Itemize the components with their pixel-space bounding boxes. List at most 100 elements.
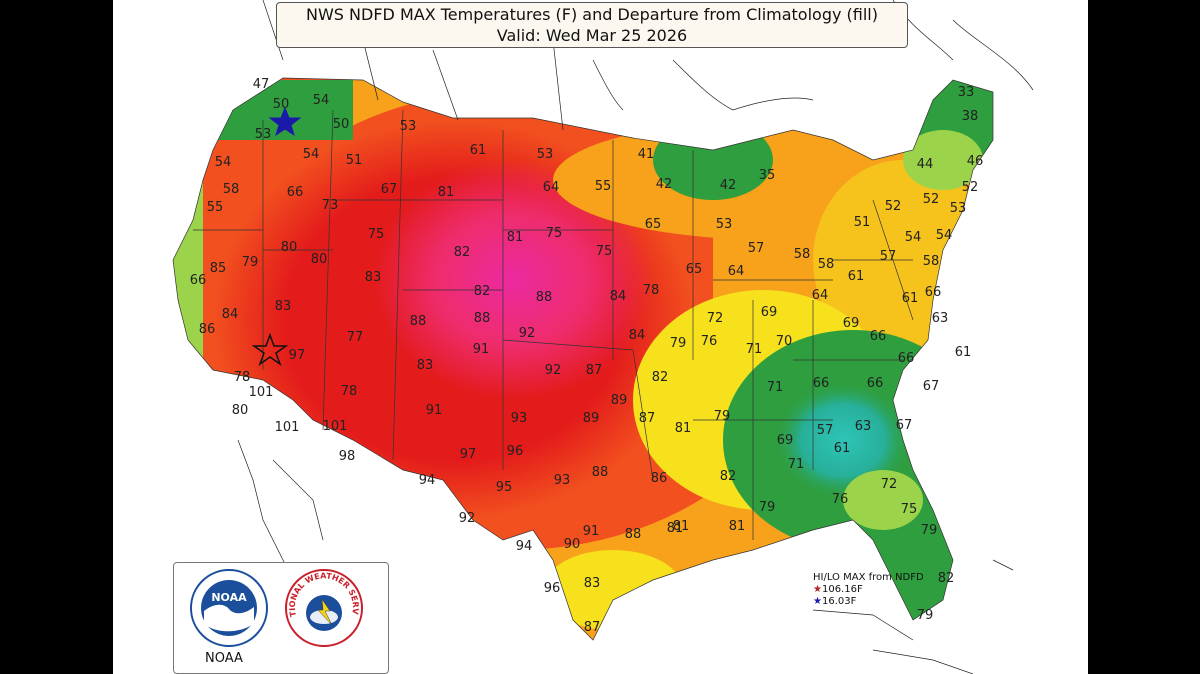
temperature-label: 97 bbox=[289, 348, 306, 363]
temperature-label: 66 bbox=[870, 329, 887, 344]
temperature-label: 51 bbox=[854, 215, 871, 230]
temperature-label: 90 bbox=[564, 537, 581, 552]
temperature-label: 52 bbox=[885, 199, 902, 214]
title-line-2: Valid: Wed Mar 25 2026 bbox=[496, 26, 688, 45]
temperature-label: 80 bbox=[232, 403, 249, 418]
temperature-label: 61 bbox=[902, 291, 919, 306]
temperature-label: 33 bbox=[958, 85, 975, 100]
temperature-label: 42 bbox=[720, 178, 737, 193]
legend-low-row: ★16.03F bbox=[813, 596, 933, 608]
temperature-label: 75 bbox=[596, 244, 613, 259]
temperature-label: 53 bbox=[716, 217, 733, 232]
legend-high-value: 106.16F bbox=[821, 584, 863, 595]
temperature-label: 76 bbox=[832, 492, 849, 507]
temperature-label: 64 bbox=[728, 264, 745, 279]
temperature-label: 84 bbox=[222, 307, 239, 322]
temperature-label: 54 bbox=[905, 230, 922, 245]
temperature-label: 93 bbox=[554, 473, 571, 488]
temperature-label: 92 bbox=[519, 326, 536, 341]
legend-low-value: 16.03F bbox=[821, 596, 857, 607]
temperature-label: 72 bbox=[707, 311, 724, 326]
temperature-label: 93 bbox=[511, 411, 528, 426]
temperature-label: 66 bbox=[813, 376, 830, 391]
legend-low-star-icon: ★ bbox=[813, 596, 822, 607]
temperature-label: 78 bbox=[341, 384, 358, 399]
outside-coastlines bbox=[237, 0, 1034, 674]
temperature-label: 87 bbox=[584, 620, 601, 635]
temperature-label: 53 bbox=[537, 147, 554, 162]
temperature-label: 81 bbox=[673, 519, 690, 534]
temperature-label: 50 bbox=[273, 97, 290, 112]
temperature-label: 84 bbox=[610, 289, 627, 304]
temperature-label: 63 bbox=[855, 419, 872, 434]
legend-high-star-icon: ★ bbox=[813, 584, 822, 595]
temperature-label: 80 bbox=[281, 240, 298, 255]
temperature-label: 78 bbox=[234, 370, 251, 385]
temperature-label: 86 bbox=[199, 322, 216, 337]
temperature-label: 73 bbox=[322, 198, 339, 213]
temperature-label: 88 bbox=[536, 290, 553, 305]
temperature-label: 94 bbox=[419, 473, 436, 488]
temperature-label: 87 bbox=[639, 411, 656, 426]
temperature-label: 89 bbox=[611, 393, 628, 408]
map-panel: 47 50 54 53 50 53 54 51 61 53 41 33 38 54 58 66 67 81 64 55… bbox=[113, 0, 1088, 674]
temperature-label: 66 bbox=[287, 185, 304, 200]
temperature-label: 57 bbox=[880, 249, 897, 264]
noaa-badge-text: NOAA bbox=[211, 591, 247, 604]
temperature-label: 101 bbox=[323, 419, 348, 434]
temperature-label: 84 bbox=[629, 328, 646, 343]
temperature-label: 94 bbox=[516, 539, 533, 554]
temperature-label: 75 bbox=[901, 502, 918, 517]
temperature-label: 81 bbox=[667, 521, 684, 536]
temperature-label: 38 bbox=[962, 109, 979, 124]
temperature-label: 88 bbox=[625, 527, 642, 542]
temperature-label: 64 bbox=[812, 288, 829, 303]
temperature-label: 81 bbox=[507, 230, 524, 245]
logo-graphics: NOAA NATIONAL WEATHER SERVICE bbox=[171, 556, 363, 647]
temperature-label: 85 bbox=[210, 261, 227, 276]
temperature-label: 52 bbox=[962, 180, 979, 195]
temperature-label: 82 bbox=[720, 469, 737, 484]
temperature-label: 88 bbox=[410, 314, 427, 329]
temperature-label: 75 bbox=[546, 226, 563, 241]
temperature-label: 76 bbox=[701, 334, 718, 349]
temperature-label: 54 bbox=[313, 93, 330, 108]
temperature-label: 71 bbox=[788, 457, 805, 472]
temperature-label: 66 bbox=[867, 376, 884, 391]
state-boundaries bbox=[172, 77, 994, 641]
temperature-label: 79 bbox=[670, 336, 687, 351]
temperature-label: 82 bbox=[454, 245, 471, 260]
temperature-label: 67 bbox=[381, 182, 398, 197]
temperature-label: 82 bbox=[938, 571, 955, 586]
temperature-label: 63 bbox=[932, 311, 949, 326]
temperature-label: 77 bbox=[347, 330, 364, 345]
temperature-label: 92 bbox=[545, 363, 562, 378]
temperature-label: 66 bbox=[925, 285, 942, 300]
temperature-label: 53 bbox=[255, 127, 272, 142]
agency-logos: NOAA NATIONAL WEATHER SERVICE NOAA bbox=[171, 556, 389, 674]
temperature-label: 58 bbox=[818, 257, 835, 272]
temperature-label: 86 bbox=[651, 471, 668, 486]
temperature-label: 65 bbox=[645, 217, 662, 232]
temperature-label: 51 bbox=[346, 153, 363, 168]
temperature-label: 88 bbox=[592, 465, 609, 480]
temperature-label: 75 bbox=[368, 227, 385, 242]
temperature-label: 69 bbox=[777, 433, 794, 448]
temperature-label: 58 bbox=[923, 254, 940, 269]
temperature-label: 53 bbox=[400, 119, 417, 134]
temperature-label: 67 bbox=[923, 379, 940, 394]
temperature-label: 72 bbox=[881, 477, 898, 492]
temperature-label: 55 bbox=[595, 179, 612, 194]
temperature-label: 96 bbox=[544, 581, 561, 596]
temperature-label: 66 bbox=[898, 351, 915, 366]
temperature-label: 79 bbox=[917, 608, 934, 623]
map-title: NWS NDFD MAX Temperatures (F) and Depart… bbox=[276, 2, 908, 48]
temperature-label: 79 bbox=[759, 500, 776, 515]
temperature-label: 89 bbox=[583, 411, 600, 426]
temperature-label: 88 bbox=[474, 311, 491, 326]
title-line-1: NWS NDFD MAX Temperatures (F) and Depart… bbox=[306, 5, 878, 24]
temperature-label: 67 bbox=[896, 418, 913, 433]
temperature-label: 47 bbox=[253, 77, 270, 92]
